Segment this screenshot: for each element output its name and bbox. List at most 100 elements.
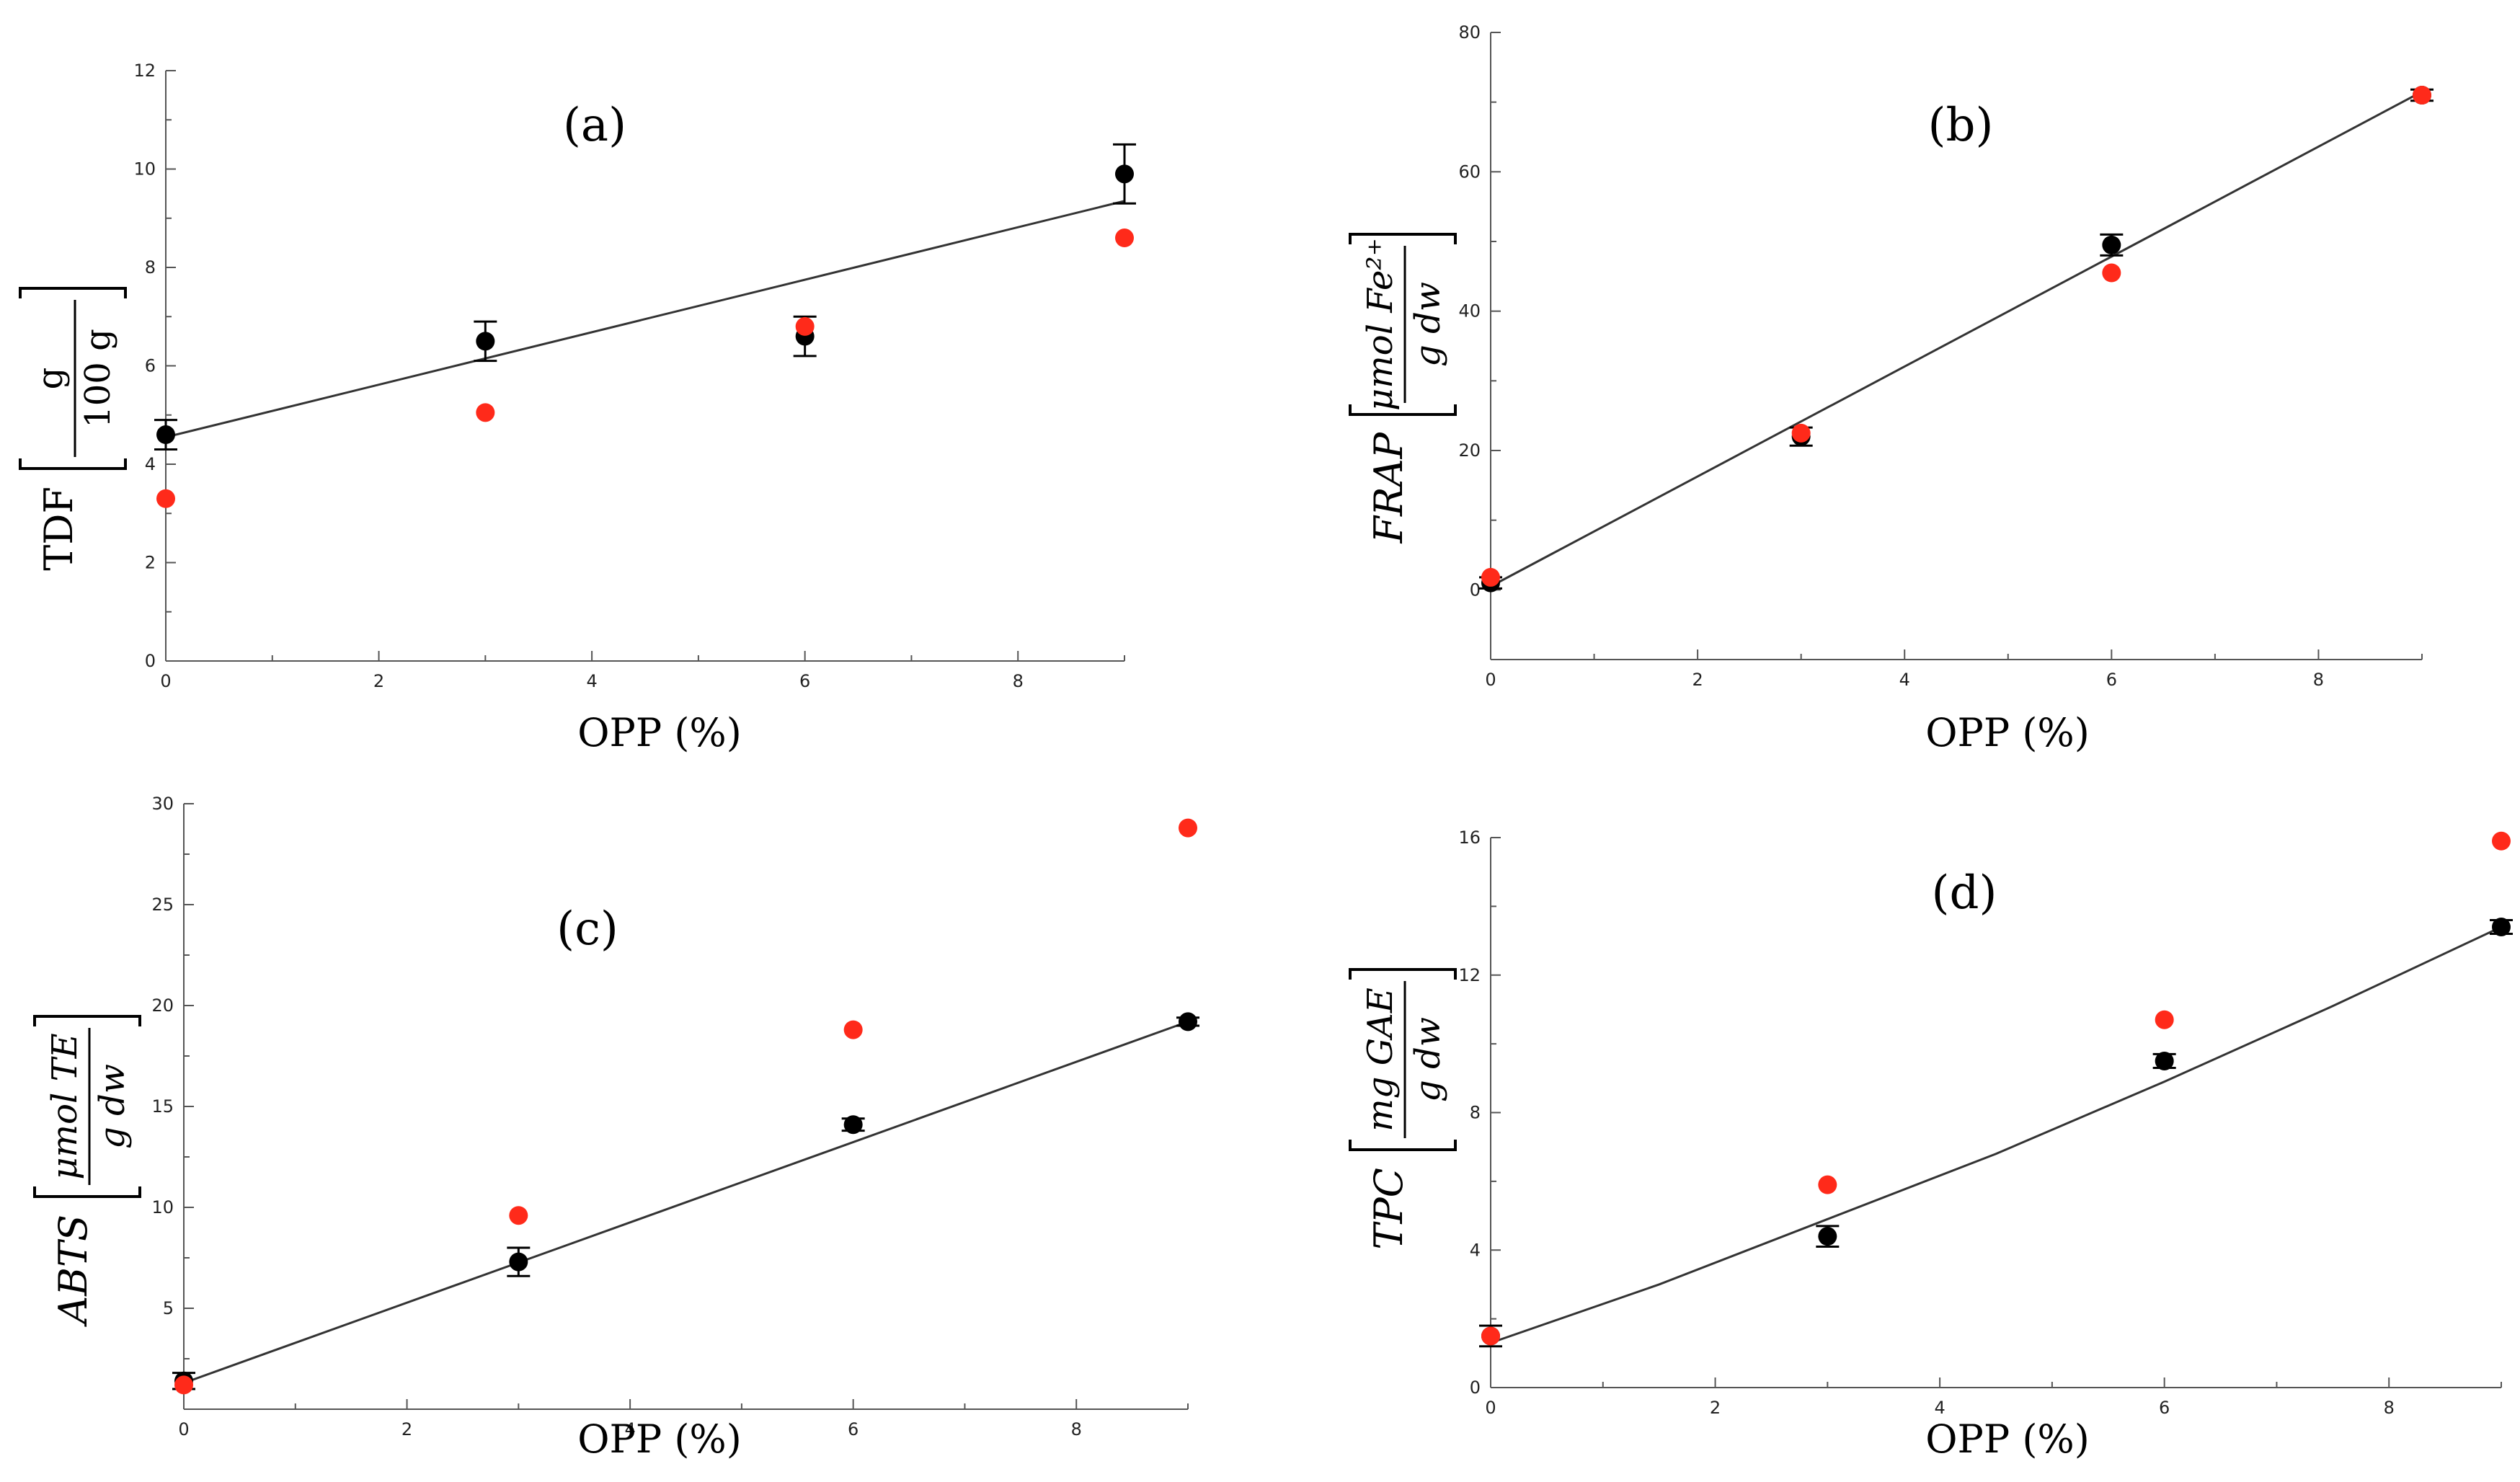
y-tick-label: 30	[151, 794, 174, 814]
fit-line	[183, 1020, 1189, 1385]
x-tick-label: 8	[1013, 671, 1024, 691]
x-axis-label: OPP (%)	[577, 1416, 742, 1462]
data-point-red	[156, 489, 175, 508]
y-tick-label: 0	[1470, 580, 1481, 600]
y-label-numerator: mg GAE	[1360, 988, 1401, 1132]
y-label-numerator: μmol Fe²⁺	[1360, 238, 1401, 411]
x-tick-label: 2	[1710, 1398, 1721, 1418]
chart-panel-a: 0 2 4 6 8 0 2 4 6 8 10 12 (a) OPP (%) TDF g 100 g	[19, 61, 1136, 755]
x-tick-label: 2	[1692, 670, 1703, 690]
right-bracket	[1349, 968, 1457, 980]
y-tick-label: 80	[1458, 22, 1481, 43]
data-point-red	[1481, 1326, 1500, 1346]
y-axis-label-main: FRAP	[1366, 431, 1411, 543]
x-axis-label: OPP (%)	[1925, 710, 2090, 755]
data-point-black	[1818, 1227, 1837, 1246]
data-point-black	[476, 332, 495, 351]
data-point-red	[2413, 86, 2431, 105]
right-bracket	[33, 1015, 141, 1026]
data-point-red	[843, 1020, 863, 1039]
panel-label: (b)	[1928, 99, 1994, 152]
y-tick-label: 0	[145, 651, 156, 671]
data-point-red	[1481, 567, 1500, 587]
data-point-red	[2492, 831, 2511, 851]
data-point-black	[2155, 1051, 2174, 1070]
y-axis-label: TDF g 100 g	[19, 287, 127, 571]
fit-line	[1490, 90, 2423, 587]
data-point-red	[174, 1375, 193, 1395]
y-axis-label: TPC mg GAE g dw	[1349, 968, 1457, 1250]
data-point-black	[509, 1252, 528, 1272]
left-bracket	[1349, 404, 1457, 416]
data-point-black	[843, 1115, 863, 1135]
y-tick-label: 15	[151, 1096, 174, 1117]
data-point-red	[1179, 818, 1197, 838]
y-tick-label: 8	[1470, 1103, 1481, 1123]
y-label-numerator: μmol TE	[45, 1033, 85, 1179]
data-point-red	[1791, 423, 1811, 443]
y-tick-label: 40	[1458, 301, 1481, 321]
x-tick-label: 0	[1485, 1398, 1496, 1418]
y-label-denominator: g dw	[1408, 282, 1448, 367]
x-tick-label: 6	[2159, 1398, 2170, 1418]
y-tick-label: 10	[133, 159, 156, 179]
y-tick-label: 5	[163, 1298, 174, 1318]
data-point-black	[1179, 1012, 1197, 1031]
data-point-red	[476, 403, 495, 422]
x-tick-label: 8	[2313, 670, 2324, 690]
y-label-denominator: g dw	[1408, 1017, 1448, 1102]
y-axis-label-main: TDF	[36, 487, 81, 571]
left-bracket	[33, 1186, 141, 1198]
y-tick-label: 10	[151, 1197, 174, 1217]
y-axis-label: FRAP μmol Fe²⁺ g dw	[1349, 233, 1457, 543]
chart-panel-c: 0 2 4 6 8 5 10 15 20 25 30 (c) OPP (%) ABTS μmol TE g d…	[33, 794, 1199, 1462]
y-tick-label: 2	[145, 553, 156, 573]
x-tick-label: 8	[1071, 1419, 1082, 1439]
data-point-red	[2102, 263, 2121, 283]
x-tick-label: 4	[586, 671, 597, 691]
y-label-numerator: g	[30, 368, 71, 390]
panel-label: (d)	[1932, 866, 1997, 920]
right-bracket	[1349, 233, 1457, 244]
y-tick-label: 6	[145, 356, 156, 376]
data-point-red	[509, 1206, 528, 1225]
y-tick-label: 16	[1458, 827, 1481, 848]
x-tick-label: 0	[160, 671, 171, 691]
left-bracket	[19, 458, 127, 470]
panel-label: (c)	[556, 902, 618, 956]
x-tick-label: 6	[848, 1419, 859, 1439]
x-tick-label: 8	[2384, 1398, 2395, 1418]
data-point-black	[156, 425, 175, 445]
data-point-red	[1115, 228, 1134, 248]
fit-line	[165, 200, 1125, 438]
y-axis-label-main: TPC	[1366, 1168, 1411, 1250]
x-tick-label: 2	[401, 1419, 412, 1439]
y-tick-label: 0	[1470, 1377, 1481, 1398]
y-tick-label: 4	[145, 454, 156, 474]
x-tick-label: 0	[178, 1419, 189, 1439]
x-tick-label: 6	[2106, 670, 2117, 690]
y-tick-label: 12	[133, 61, 156, 81]
y-tick-label: 8	[145, 257, 156, 278]
x-axis-label: OPP (%)	[1925, 1416, 2090, 1462]
data-point-red	[795, 316, 815, 336]
y-tick-label: 4	[1470, 1240, 1481, 1260]
fit-line	[1490, 926, 2502, 1344]
y-tick-label: 25	[151, 895, 174, 915]
y-label-denominator: 100 g	[78, 329, 118, 428]
x-tick-label: 0	[1485, 670, 1496, 690]
panel-label: (a)	[563, 99, 626, 152]
left-bracket	[1349, 1140, 1457, 1151]
x-tick-label: 4	[1934, 1398, 1945, 1418]
y-tick-label: 20	[1458, 440, 1481, 461]
y-tick-label: 12	[1458, 965, 1481, 985]
x-tick-label: 2	[373, 671, 384, 691]
y-label-denominator: g dw	[92, 1064, 133, 1149]
data-point-red	[1818, 1175, 1837, 1194]
data-point-black	[2492, 917, 2511, 936]
y-axis-label: ABTS μmol TE g dw	[33, 1015, 141, 1328]
right-bracket	[19, 287, 127, 298]
data-point-black	[2102, 235, 2121, 254]
x-tick-label: 6	[799, 671, 810, 691]
